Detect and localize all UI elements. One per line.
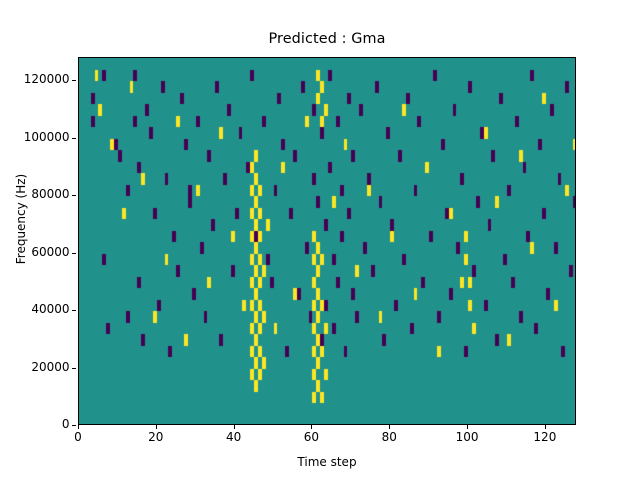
y-tick-label: 80000 <box>31 187 70 201</box>
x-tick-label: 80 <box>381 430 397 444</box>
y-tick-label: 0 <box>61 417 70 431</box>
x-axis-label: Time step <box>297 455 357 469</box>
heatmap-image <box>79 58 575 424</box>
y-tick-mark <box>72 310 76 311</box>
y-tick-mark <box>72 80 76 81</box>
x-axis-ticks: 0 20 40 60 80 100 120 <box>0 425 640 480</box>
y-tick-label: 40000 <box>31 302 70 316</box>
y-tick-label: 60000 <box>31 244 70 259</box>
x-tick-mark <box>544 425 546 429</box>
x-tick-label: 120 <box>533 430 557 444</box>
y-tick-mark <box>72 425 76 426</box>
y-tick-mark <box>72 137 76 139</box>
x-tick-mark <box>78 425 79 429</box>
x-tick-label: 0 <box>74 430 82 444</box>
x-tick-label: 60 <box>303 430 320 444</box>
y-tick-label: 120000 <box>23 72 70 86</box>
x-tick-mark <box>155 425 157 429</box>
x-tick-label: 40 <box>225 430 242 444</box>
heatmap-plot-area <box>78 57 576 425</box>
x-tick-mark <box>233 425 235 429</box>
y-tick-mark <box>72 195 76 196</box>
x-tick-mark <box>467 425 469 429</box>
x-tick-label: 100 <box>455 430 479 444</box>
y-tick-label: 20000 <box>31 359 70 374</box>
x-tick-label: 20 <box>148 430 164 444</box>
x-tick-mark <box>389 425 391 429</box>
y-tick-mark <box>72 252 76 254</box>
y-tick-mark <box>72 367 76 369</box>
y-axis-ticks: 0 20000 40000 60000 80000 100000 120000 <box>0 0 78 480</box>
page-title: Predicted : Gma <box>268 31 386 47</box>
x-tick-mark <box>311 425 313 429</box>
y-tick-label: 100000 <box>23 129 70 144</box>
